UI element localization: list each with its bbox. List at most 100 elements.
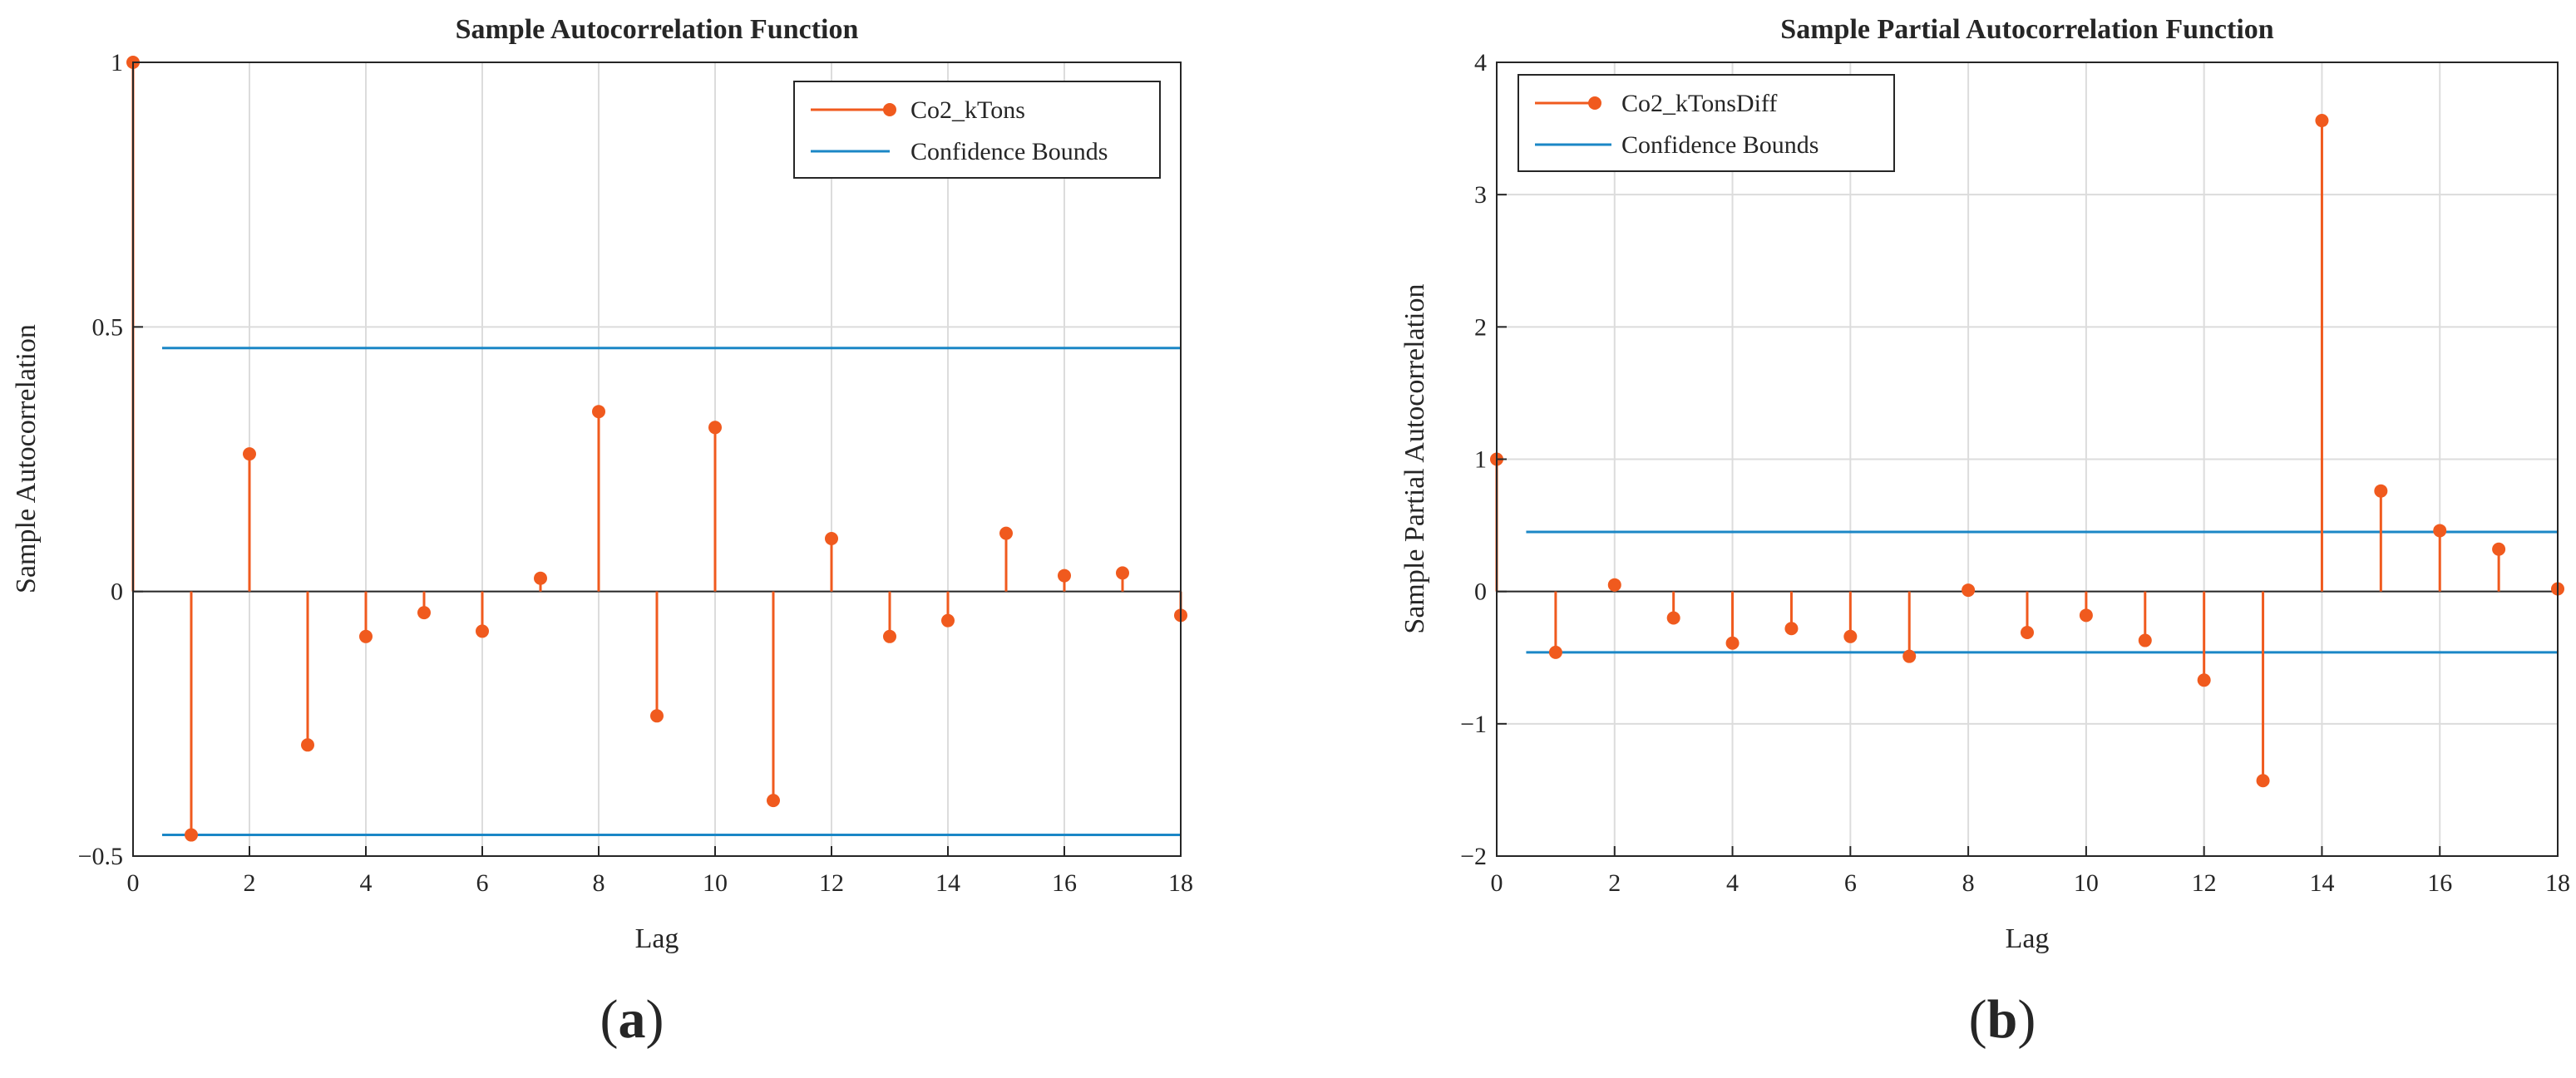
pacf-x-axis-label: Lag xyxy=(2006,923,2050,954)
pacf-marker-lag-13 xyxy=(2256,774,2270,788)
pacf-x-tick-label: 2 xyxy=(1608,869,1621,897)
pacf-chart-title: Sample Partial Autocorrelation Function xyxy=(1780,14,2273,45)
pacf-marker-lag-6 xyxy=(1843,629,1858,643)
acf-marker-lag-11 xyxy=(767,794,780,808)
pacf-x-ticks: 0 2 4 6 8 10 12 14 16 18 xyxy=(1491,846,2570,897)
acf-y-tick-label: 1 xyxy=(111,49,123,76)
acf-y-tick-label: 0 xyxy=(111,578,123,606)
pacf-marker-lag-1 xyxy=(1548,645,1562,659)
acf-marker-lag-1 xyxy=(185,828,198,842)
pacf-x-tick-label: 4 xyxy=(1726,869,1739,897)
acf-y-tick-label: −0.5 xyxy=(78,843,123,870)
acf-markers xyxy=(126,56,1187,842)
acf-x-tick-label: 10 xyxy=(703,869,728,897)
acf-x-axis-label: Lag xyxy=(635,923,679,954)
pacf-marker-lag-3 xyxy=(1666,611,1680,625)
panel-label-b-close: ) xyxy=(2017,989,2036,1050)
pacf-marker-lag-11 xyxy=(2138,633,2152,647)
acf-marker-lag-5 xyxy=(417,606,431,620)
pacf-marker-lag-4 xyxy=(1725,636,1740,650)
pacf-marker-lag-2 xyxy=(1607,578,1621,592)
acf-marker-lag-13 xyxy=(883,629,896,643)
pacf-marker-lag-8 xyxy=(1962,583,1976,598)
pacf-legend-series-label: Co2_kTonsDiff xyxy=(1621,90,1777,117)
pacf-marker-lag-7 xyxy=(1902,649,1917,663)
pacf-y-tick-label: −2 xyxy=(1460,843,1487,870)
pacf-y-ticks: −2 −1 0 1 2 3 4 xyxy=(1460,49,1507,870)
pacf-y-tick-label: 2 xyxy=(1474,313,1487,341)
acf-confidence-bounds xyxy=(133,347,1181,837)
acf-legend-box xyxy=(793,81,1161,179)
panel-label-b-letter: b xyxy=(1987,989,2018,1050)
acf-marker-lag-16 xyxy=(1058,569,1071,583)
pacf-y-tick-label: 3 xyxy=(1474,181,1487,209)
acf-chart-title: Sample Autocorrelation Function xyxy=(456,14,859,45)
acf-marker-lag-2 xyxy=(243,447,256,461)
panel-label-b: (b) xyxy=(1969,989,2036,1050)
acf-x-tick-label: 4 xyxy=(360,869,373,897)
acf-legend-bounds-label: Confidence Bounds xyxy=(910,138,1108,165)
acf-marker-lag-6 xyxy=(476,624,489,638)
pacf-legend-bounds-label: Confidence Bounds xyxy=(1621,131,1818,159)
pacf-marker-lag-10 xyxy=(2079,608,2093,623)
pacf-y-tick-label: 1 xyxy=(1474,446,1487,474)
pacf-marker-lag-16 xyxy=(2433,524,2447,538)
acf-x-tick-label: 18 xyxy=(1168,869,1193,897)
acf-x-tick-label: 12 xyxy=(819,869,844,897)
pacf-marker-lag-15 xyxy=(2374,484,2388,498)
acf-x-tick-label: 6 xyxy=(476,869,489,897)
pacf-chart: Sample Partial Autocorrelation Function … xyxy=(1399,14,2570,954)
pacf-x-tick-label: 18 xyxy=(2545,869,2570,897)
acf-marker-lag-3 xyxy=(301,738,314,752)
pacf-x-tick-label: 16 xyxy=(2427,869,2452,897)
acf-marker-lag-14 xyxy=(941,613,955,628)
panel-label-a: (a) xyxy=(600,989,664,1050)
pacf-marker-lag-14 xyxy=(2315,114,2329,128)
panel-label-a-open: ( xyxy=(600,989,619,1050)
acf-legend-series-label: Co2_kTons xyxy=(910,96,1025,124)
pacf-x-tick-label: 8 xyxy=(1962,869,1975,897)
pacf-legend-stem-marker xyxy=(1588,96,1601,110)
pacf-x-tick-label: 12 xyxy=(2192,869,2217,897)
acf-x-tick-label: 16 xyxy=(1052,869,1077,897)
pacf-y-tick-label: 0 xyxy=(1474,578,1487,606)
pacf-y-tick-label: 4 xyxy=(1474,49,1487,76)
pacf-y-tick-label: −1 xyxy=(1460,711,1487,738)
acf-x-tick-label: 0 xyxy=(127,869,140,897)
acf-x-tick-label: 8 xyxy=(593,869,605,897)
acf-marker-lag-15 xyxy=(999,526,1013,540)
acf-legend-stem-marker xyxy=(883,103,896,116)
acf-x-tick-label: 14 xyxy=(935,869,960,897)
acf-marker-lag-8 xyxy=(592,405,605,419)
panel-label-a-letter: a xyxy=(619,989,646,1050)
acf-plot-frame xyxy=(132,62,1182,857)
acf-legend: Co2_kTons Confidence Bounds xyxy=(793,81,1161,179)
pacf-marker-lag-9 xyxy=(2021,626,2034,640)
panel-label-b-open: ( xyxy=(1969,989,1987,1050)
pacf-x-tick-label: 6 xyxy=(1844,869,1857,897)
pacf-stems xyxy=(1495,121,2559,781)
acf-y-tick-label: 0.5 xyxy=(92,313,124,341)
pacf-markers xyxy=(1490,114,2564,788)
acf-marker-lag-10 xyxy=(708,421,722,435)
pacf-x-tick-label: 0 xyxy=(1491,869,1503,897)
acf-y-ticks: −0.5 0 0.5 1 xyxy=(78,49,143,870)
acf-y-axis-label: Sample Autocorrelation xyxy=(11,324,42,593)
pacf-grid xyxy=(1497,62,2558,856)
pacf-legend: Co2_kTonsDiff Confidence Bounds xyxy=(1517,74,1895,172)
pacf-marker-lag-5 xyxy=(1784,622,1799,636)
acf-x-tick-label: 2 xyxy=(244,869,256,897)
acf-marker-lag-4 xyxy=(359,629,373,643)
acf-marker-lag-12 xyxy=(825,532,838,545)
pacf-x-tick-label: 14 xyxy=(2309,869,2334,897)
pacf-x-tick-label: 10 xyxy=(2074,869,2099,897)
acf-marker-lag-17 xyxy=(1116,566,1129,580)
panel-label-a-close: ) xyxy=(646,989,664,1050)
pacf-legend-box xyxy=(1517,74,1895,172)
acf-marker-lag-7 xyxy=(534,571,547,585)
pacf-marker-lag-12 xyxy=(2197,673,2211,687)
pacf-marker-lag-17 xyxy=(2492,542,2506,556)
acf-marker-lag-9 xyxy=(650,709,664,723)
acf-grid xyxy=(133,62,1181,856)
